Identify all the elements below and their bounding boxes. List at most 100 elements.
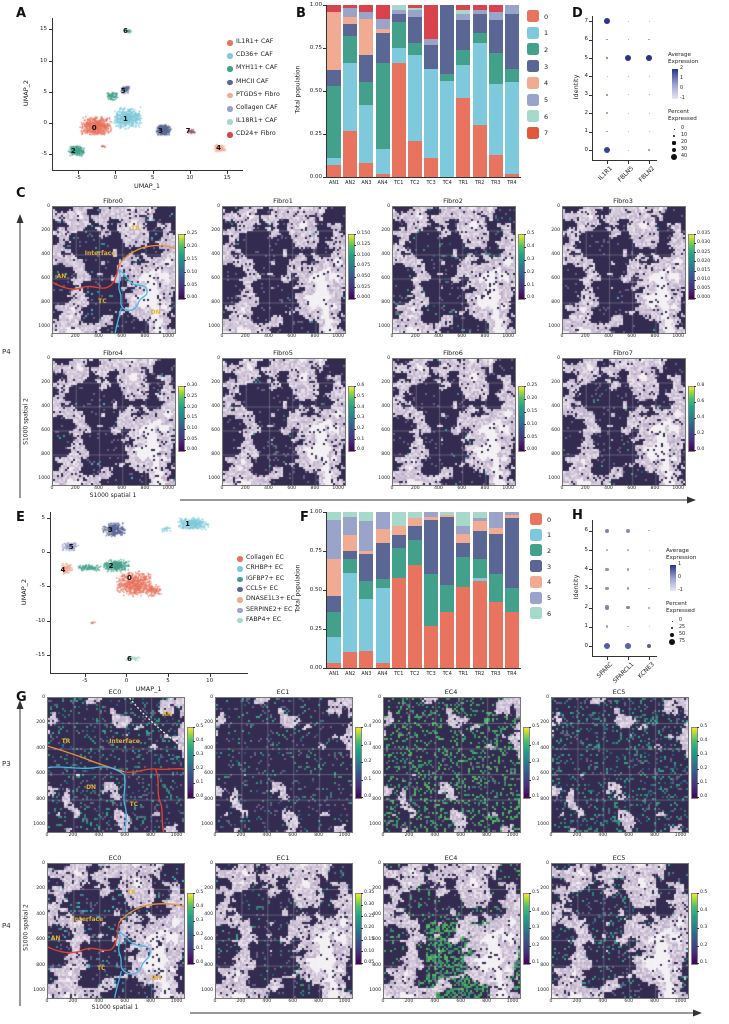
bar-segment	[359, 54, 374, 83]
c-xlabel: S1000 spatial 1	[89, 492, 137, 499]
bar-segment	[375, 579, 390, 589]
colorbar-tick-mark	[697, 755, 699, 756]
bar-segment	[504, 515, 519, 519]
tissue-canvas	[563, 359, 685, 485]
y-tick-label: 200	[41, 227, 50, 233]
colorbar-tick-mark	[524, 450, 526, 451]
y-tick-label: 5	[584, 546, 589, 553]
colorbar-tick-mark	[193, 741, 195, 742]
y-tick-label: 0	[217, 203, 220, 209]
cluster-label: 4	[216, 144, 222, 153]
cluster-label: 1	[185, 519, 191, 528]
spatial-plot	[392, 206, 516, 334]
colorbar-tick-mark	[184, 407, 186, 409]
y-tick-label: 800	[204, 962, 213, 968]
x-tick-label: TC2	[410, 671, 420, 677]
bar-segment	[391, 526, 406, 536]
y-tick-label: 1000	[548, 475, 560, 481]
colorbar-tick-mark	[361, 727, 363, 728]
x-tick-label: TC1	[394, 671, 404, 677]
bar-segment	[375, 543, 390, 580]
bar-segment	[456, 557, 471, 587]
legend-label: CCL5+ EC	[246, 584, 278, 592]
spatial-plot	[222, 206, 346, 334]
expression-dot	[626, 605, 630, 610]
colorbar-tick-mark	[184, 298, 186, 299]
colorbar-tick-mark	[524, 234, 526, 235]
bar-segment	[359, 521, 374, 551]
y-tick-label: 200	[211, 379, 220, 385]
colorbar-tick-label: 0.5	[700, 724, 708, 730]
colorbar-tick-mark	[361, 904, 363, 906]
expression-dot	[627, 131, 629, 133]
colorbar-tick-mark	[697, 910, 699, 912]
bar-segment	[343, 63, 358, 131]
x-tick-label: 400	[604, 486, 613, 491]
y-tick-label: 600	[381, 275, 390, 281]
colorbar-tick-label: 0.2	[697, 431, 705, 437]
x-tick-label: 800	[480, 486, 490, 491]
spatial-plot	[551, 863, 689, 999]
avg-expression-tick: 2	[680, 66, 684, 72]
colorbar-tick-mark	[184, 396, 186, 398]
x-tick-label: 0	[549, 833, 553, 838]
legend-swatch	[527, 76, 539, 89]
x-tick-label: 400	[598, 999, 608, 1004]
legend-label: SERPINE2+ EC	[246, 605, 293, 613]
x-tick-label: 200	[70, 486, 80, 491]
bar-segment	[504, 518, 519, 589]
x-tick-mark	[209, 674, 211, 677]
y-tick-label: 400	[381, 403, 390, 409]
y-tick-label: 800	[36, 796, 45, 802]
x-tick-label: 0	[560, 334, 564, 339]
x-tick-label: 200	[236, 833, 246, 838]
colorbar	[187, 893, 194, 965]
legend-dot	[237, 556, 243, 562]
bar-segment	[359, 580, 374, 600]
x-tick-label: 0	[220, 486, 224, 491]
bar-plot	[326, 512, 521, 669]
annotation-interface: Interface	[72, 916, 104, 924]
bar-segment	[440, 73, 455, 81]
y-tick-label: 800	[551, 451, 560, 457]
colorbar-tick-label: 0.015	[697, 267, 711, 273]
legend-swatch	[527, 10, 539, 22]
bar-segment	[472, 518, 487, 522]
colorbar-tick-mark	[354, 276, 356, 278]
colorbar-tick-mark	[697, 945, 699, 947]
percent-tick: 40	[681, 154, 688, 159]
tissue-canvas	[393, 207, 515, 333]
x-tick-label: 200	[236, 999, 246, 1004]
row-label-p4: P4	[2, 922, 11, 930]
colorbar-tick-mark	[524, 398, 526, 400]
y-tick-label: 600	[540, 771, 549, 777]
colorbar-tick-label: 0.3	[532, 925, 540, 931]
bar-segment	[504, 173, 519, 177]
legend-dot	[227, 40, 233, 46]
bar-segment	[440, 585, 455, 612]
expression-dot	[605, 567, 609, 571]
colorbar-tick-mark	[697, 741, 699, 742]
expression-dot	[626, 529, 630, 533]
y-tick-mark	[323, 48, 326, 49]
percent-tick: 30	[681, 147, 688, 152]
colorbar-tick-label: 0.3	[527, 256, 535, 262]
y-tick-mark	[47, 551, 50, 553]
bar-segment	[375, 529, 390, 544]
y-tick-label: 0	[47, 203, 50, 209]
y-tick-mark	[589, 58, 592, 59]
spatial-plot	[215, 863, 353, 999]
bar-segment	[488, 527, 503, 534]
x-tick-label: 600	[117, 334, 127, 339]
x-tick-label: 800	[146, 833, 155, 838]
bar-segment	[327, 663, 342, 668]
y-tick-mark	[49, 154, 52, 156]
expression-dot	[605, 548, 609, 552]
legend-swatch	[527, 60, 539, 73]
expression-dot	[605, 93, 609, 96]
y-tick-mark	[589, 150, 592, 151]
colorbar-tick-mark	[354, 396, 356, 398]
bar-segment	[424, 39, 439, 45]
x-tick-label: 0	[549, 999, 553, 1004]
